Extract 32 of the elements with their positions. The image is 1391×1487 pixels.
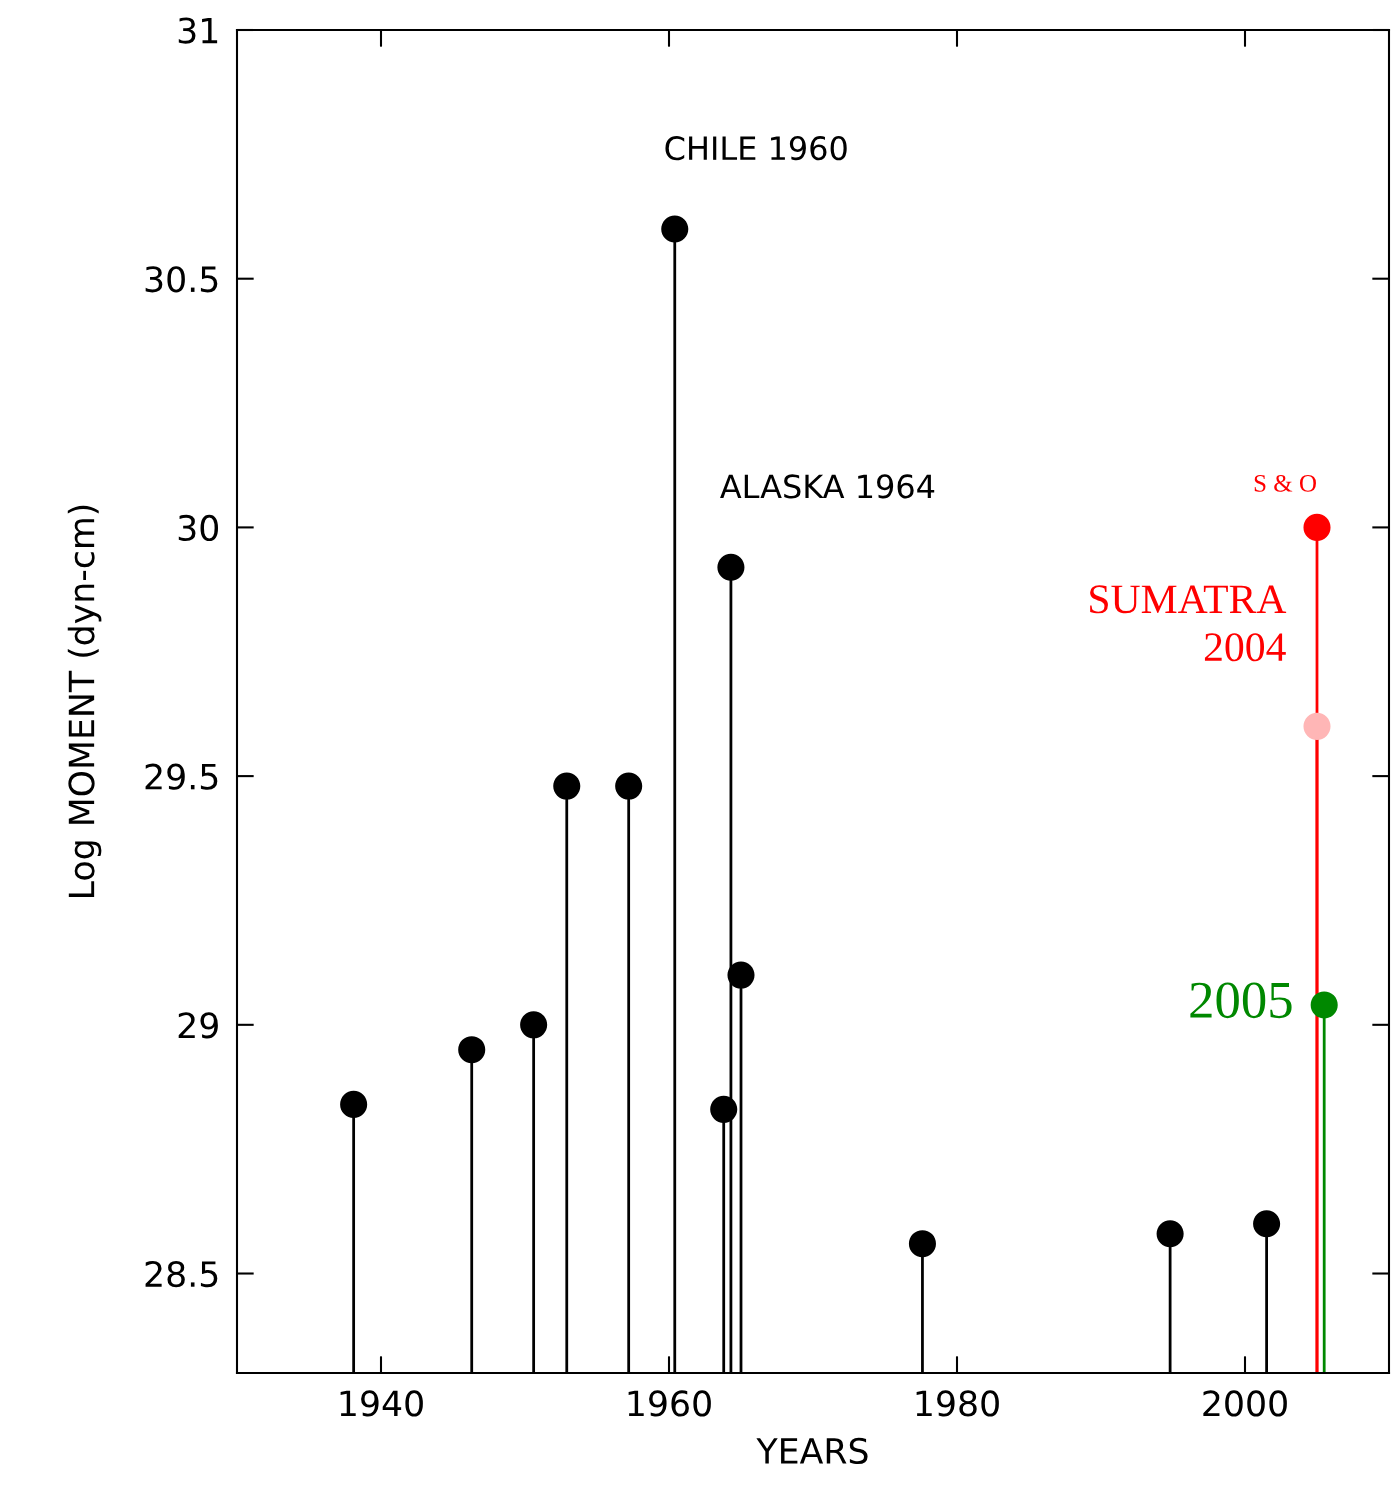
point (710, 1095, 738, 1123)
point (727, 961, 755, 989)
y-tick-label: 30.5 (145, 266, 218, 293)
point (1310, 991, 1338, 1019)
x-tick-label: 1980 (916, 1390, 999, 1417)
y-tick-label: 30 (178, 514, 219, 542)
annotation: ALASKA 1964 (720, 474, 935, 499)
point (1303, 513, 1331, 541)
point (553, 772, 581, 800)
y-tick-label: 31 (178, 17, 218, 44)
y-tick-label: 29 (178, 1012, 218, 1039)
point (1303, 712, 1331, 740)
point (458, 1036, 486, 1064)
point (615, 772, 643, 800)
y-axis-title: Log MOMENT (dyn-cm) (67, 505, 102, 897)
y-tick-label: 29.5 (145, 763, 218, 790)
x-tick-label: 1960 (628, 1390, 711, 1417)
point (520, 1011, 548, 1039)
point (717, 553, 745, 581)
point (1253, 1210, 1281, 1238)
point (1156, 1220, 1184, 1248)
annotation: S & O (1254, 474, 1316, 492)
point (661, 215, 689, 243)
point (340, 1090, 368, 1118)
x-tick-label: 1940 (340, 1390, 423, 1417)
y-tick-label: 28.5 (145, 1260, 218, 1288)
series-label: 2005 (1190, 982, 1292, 1019)
x-tick-label: 2000 (1203, 1390, 1287, 1417)
series-label: SUMATRA 2004 (1090, 585, 1287, 662)
annotation: CHILE 1960 (665, 136, 847, 161)
x-axis-title: YEARS (756, 1437, 868, 1465)
point (908, 1230, 936, 1258)
